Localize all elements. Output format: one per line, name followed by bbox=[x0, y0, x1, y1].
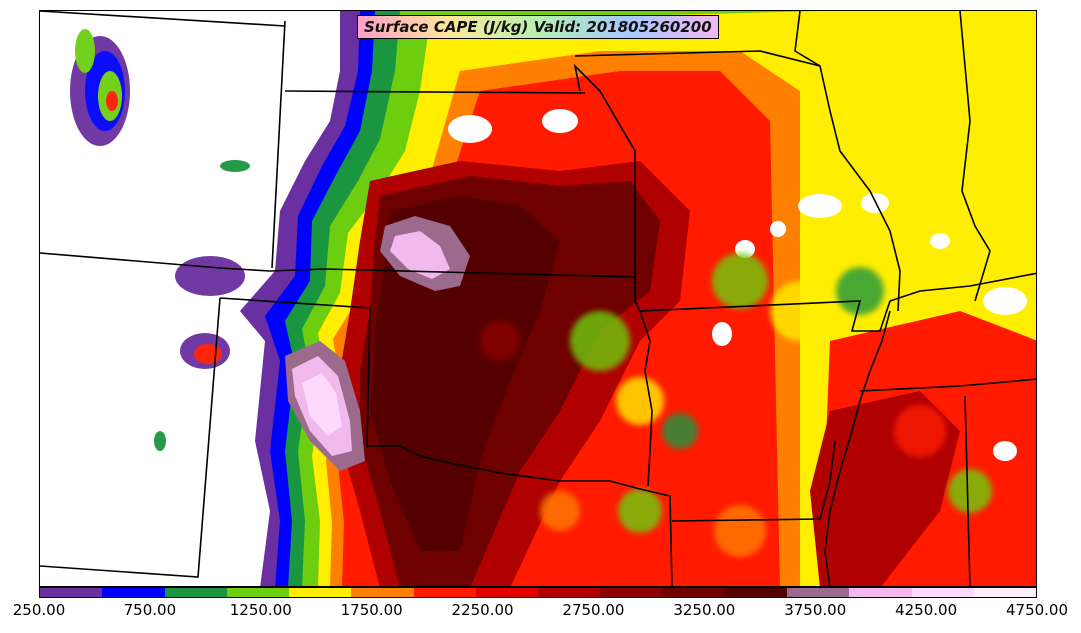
colorbar-segment bbox=[475, 588, 538, 597]
colorbar-segment bbox=[787, 588, 850, 597]
colorbar-tick-label: 4750.00 bbox=[1005, 601, 1069, 619]
cape-blobs-northwest bbox=[70, 29, 250, 451]
cape-hole bbox=[770, 221, 786, 237]
colorbar-tick-label: 1750.00 bbox=[340, 601, 403, 619]
state-boundaries bbox=[40, 11, 1036, 586]
colorbar-segment bbox=[351, 588, 414, 597]
colorbar-tick-label: 4250.00 bbox=[895, 601, 958, 619]
cape-field bbox=[70, 11, 1036, 586]
map-plot-area bbox=[39, 10, 1037, 587]
colorbar-segment bbox=[538, 588, 601, 597]
colorbar-segment bbox=[226, 588, 289, 597]
cape-contour-lightpink-south bbox=[302, 373, 342, 436]
colorbar-tick-label: 2750.00 bbox=[562, 601, 625, 619]
colorbar-segment bbox=[40, 588, 103, 597]
cape-hole bbox=[983, 287, 1027, 315]
cape-field-map bbox=[40, 11, 1036, 586]
cape-mottling bbox=[480, 253, 992, 557]
colorbar-segment bbox=[413, 588, 476, 597]
cape-hole bbox=[930, 233, 950, 249]
colorbar-tick-label: 1250.00 bbox=[229, 601, 292, 619]
cape-contour-darkest bbox=[370, 196, 560, 551]
colorbar-segment bbox=[289, 588, 352, 597]
colorbar-segment bbox=[662, 588, 725, 597]
colorbar bbox=[39, 587, 1037, 598]
cape-hole bbox=[798, 194, 842, 218]
colorbar-segment bbox=[102, 588, 165, 597]
colorbar-segment bbox=[973, 588, 1036, 597]
colorbar-segment bbox=[911, 588, 974, 597]
cape-contour-pink-north bbox=[390, 231, 450, 279]
colorbar-tick-label: 3750.00 bbox=[784, 601, 847, 619]
colorbar-segment bbox=[724, 588, 787, 597]
cape-hole bbox=[712, 322, 732, 346]
colorbar-tick-label: 750.00 bbox=[123, 601, 177, 619]
colorbar-tick-label: 250.00 bbox=[12, 601, 66, 619]
cape-hole bbox=[448, 115, 492, 143]
cape-hole bbox=[542, 109, 578, 133]
cape-hole bbox=[993, 441, 1017, 461]
map-title: Surface CAPE (J/kg) Valid: 201805260200 bbox=[357, 15, 719, 39]
colorbar-tick-label: 2250.00 bbox=[451, 601, 514, 619]
cape-hole bbox=[861, 193, 889, 213]
colorbar-tick-label: 3250.00 bbox=[673, 601, 736, 619]
colorbar-segment bbox=[849, 588, 912, 597]
colorbar-segment bbox=[600, 588, 663, 597]
colorbar-segment bbox=[164, 588, 227, 597]
